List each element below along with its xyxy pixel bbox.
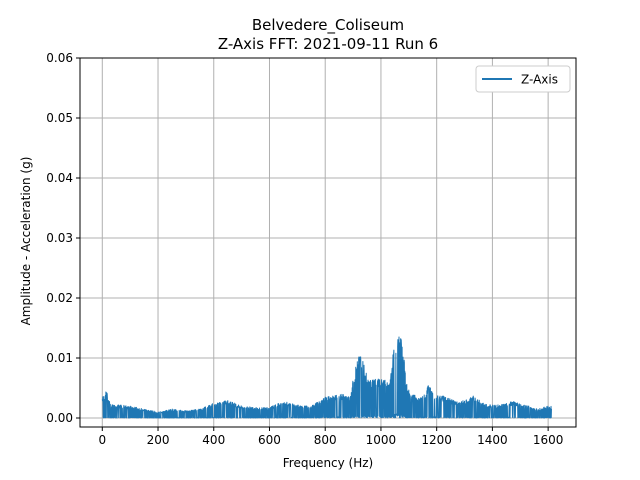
x-tick-label: 1000 <box>366 433 397 447</box>
x-tick-label: 800 <box>314 433 337 447</box>
x-tick-label: 0 <box>98 433 106 447</box>
y-tick-label: 0.03 <box>46 231 73 245</box>
y-axis-label: Amplitude - Acceleration (g) <box>19 157 33 326</box>
z-axis-series-line <box>101 336 552 419</box>
x-tick-label: 1400 <box>477 433 508 447</box>
legend-box <box>475 65 571 93</box>
y-tick-label: 0.04 <box>46 171 73 185</box>
legend: Z-Axis <box>475 65 571 93</box>
y-tick-label: 0.06 <box>46 51 73 65</box>
x-tick-label: 600 <box>258 433 281 447</box>
x-tick-label: 1600 <box>533 433 564 447</box>
x-tick-label: 400 <box>202 433 225 447</box>
series-group <box>101 336 552 419</box>
y-tick-label: 0.00 <box>46 411 73 425</box>
x-tick-label: 200 <box>147 433 170 447</box>
y-tick-label: 0.01 <box>46 351 73 365</box>
x-axis-ticks: 0 200 400 600 800 1000 1200 1400 1600 <box>98 427 563 447</box>
x-axis-label: Frequency (Hz) <box>283 456 374 470</box>
x-tick-label: 1200 <box>421 433 452 447</box>
chart-subtitle: Z-Axis FFT: 2021-09-11 Run 6 <box>218 35 438 53</box>
y-tick-label: 0.02 <box>46 291 73 305</box>
legend-label: Z-Axis <box>521 73 558 87</box>
y-axis-ticks: 0.00 0.01 0.02 0.03 0.04 0.05 0.06 <box>46 51 80 425</box>
chart-title: Belvedere_Coliseum <box>252 16 404 35</box>
plot-frame <box>79 57 577 428</box>
y-tick-label: 0.05 <box>46 111 73 125</box>
